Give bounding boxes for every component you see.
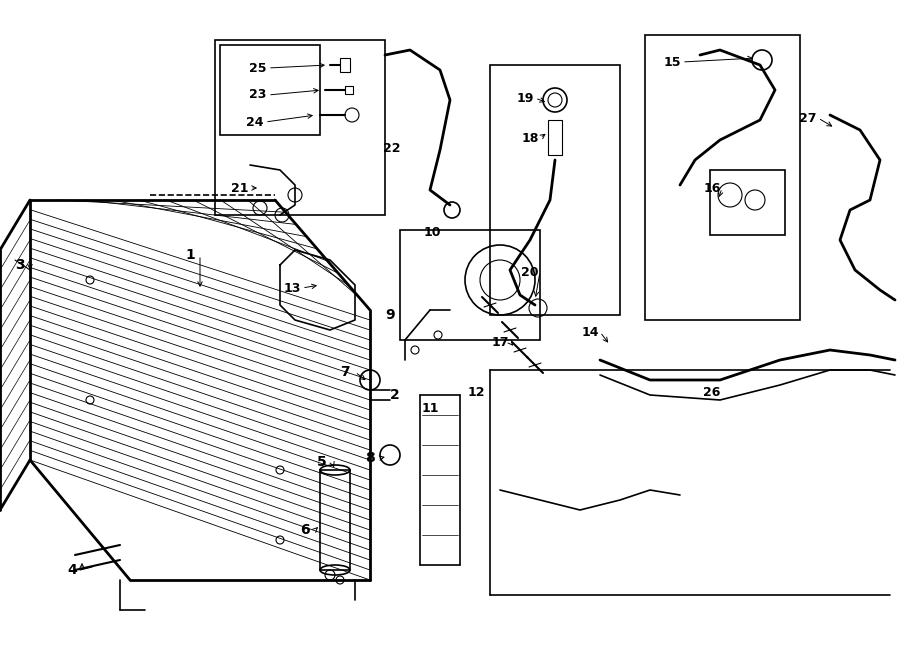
Text: 20: 20 (521, 266, 539, 278)
Text: 16: 16 (703, 182, 721, 194)
Text: 8: 8 (365, 451, 375, 465)
Text: 18: 18 (521, 132, 539, 145)
Text: 6: 6 (301, 523, 310, 537)
Text: 9: 9 (385, 308, 395, 322)
Text: 24: 24 (247, 116, 264, 128)
Text: 5: 5 (317, 455, 327, 469)
Bar (340, 58, 350, 72)
Text: 22: 22 (383, 141, 400, 155)
Bar (710, 170, 785, 235)
Text: 26: 26 (703, 385, 721, 399)
Text: 17: 17 (491, 336, 508, 348)
Text: 23: 23 (249, 89, 266, 102)
Text: 1: 1 (185, 248, 195, 262)
Text: 3: 3 (15, 258, 25, 272)
Text: 7: 7 (340, 365, 350, 379)
Text: 11: 11 (421, 401, 439, 414)
Text: 13: 13 (284, 282, 301, 295)
Bar (490, 65, 620, 315)
Text: 25: 25 (249, 61, 266, 75)
Bar (220, 45, 320, 135)
Text: 4: 4 (68, 563, 76, 577)
Bar (215, 40, 385, 215)
Bar (345, 86, 353, 94)
Text: 14: 14 (581, 325, 598, 338)
Text: 19: 19 (517, 91, 534, 104)
Text: 15: 15 (663, 56, 680, 69)
Bar (400, 230, 540, 340)
Text: 2: 2 (390, 388, 400, 402)
Bar (645, 35, 800, 320)
Bar (320, 470, 350, 570)
Text: 27: 27 (799, 112, 817, 124)
Bar (548, 120, 562, 155)
Text: 21: 21 (231, 182, 248, 194)
Text: 12: 12 (467, 387, 485, 399)
Text: 10: 10 (423, 225, 441, 239)
